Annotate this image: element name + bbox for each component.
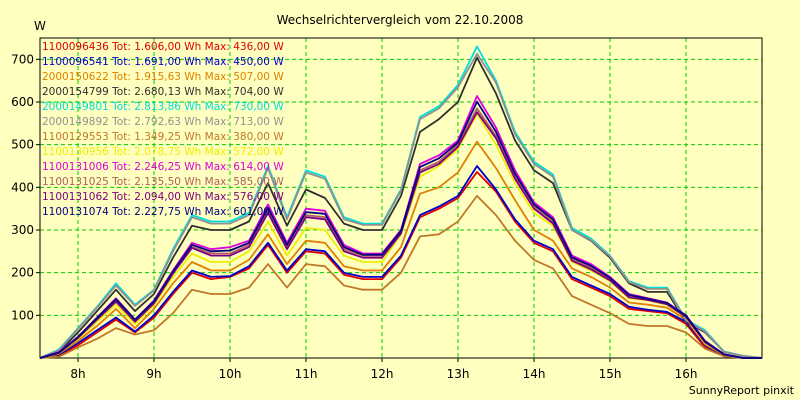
chart-title: Wechselrichtervergleich vom 22.10.2008 <box>277 13 524 27</box>
series-line-1100096436 <box>39 171 762 359</box>
legend-entry-1100096541: 1100096541 Tot: 1.691,00 Wh Max: 450,00 … <box>42 56 284 68</box>
legend-entry-1100131062: 1100131062 Tot: 2.094,00 Wh Max: 576,00 … <box>42 191 284 203</box>
y-tick-label: 300 <box>11 223 34 237</box>
legend-entry-1100130956: 1100130956 Tot: 2.078,75 Wh Max: 572,00 … <box>42 146 284 158</box>
x-tick-label: 16h <box>675 367 698 381</box>
y-axis-label: W <box>34 19 46 33</box>
legend-entry-2000150622: 2000150622 Tot: 1.915,63 Wh Max: 507,00 … <box>42 71 284 83</box>
x-tick-label: 13h <box>447 367 470 381</box>
legend-entry-1100131074: 1100131074 Tot: 2.227,75 Wh Max: 601,00 … <box>42 206 284 218</box>
series-lines <box>39 45 763 359</box>
footer-credit: SunnyReport pinxit <box>689 384 795 397</box>
series-line-2000150622 <box>39 140 762 359</box>
y-tick-label: 200 <box>11 266 34 280</box>
legend-entry-1100131006: 1100131006 Tot: 2.246,25 Wh Max: 614,00 … <box>42 161 284 173</box>
series-line-1100131074 <box>39 100 762 359</box>
x-tick-label: 12h <box>371 367 394 381</box>
series-line-2000154799 <box>39 56 763 359</box>
legend-entry-2000154799: 2000154799 Tot: 2.680,13 Wh Max: 704,00 … <box>42 86 284 98</box>
x-tick-label: 15h <box>599 367 622 381</box>
y-tick-label: 400 <box>11 180 34 194</box>
x-tick-label: 9h <box>146 367 161 381</box>
plot-area-frame <box>39 37 763 359</box>
series-line-1100131062 <box>39 111 762 359</box>
y-tick-label: 100 <box>11 308 34 322</box>
x-tick-label: 10h <box>219 367 242 381</box>
legend-entry-1100131025: 1100131025 Tot: 2.135,50 Wh Max: 585,00 … <box>42 176 284 188</box>
x-tick-label: 11h <box>295 367 318 381</box>
legend-entry-2000149801: 2000149801 Tot: 2.813,86 Wh Max: 730,00 … <box>42 101 284 113</box>
series-line-1100129553 <box>39 194 762 359</box>
series-line-1100096541 <box>39 165 762 359</box>
y-tick-label: 500 <box>11 138 34 152</box>
series-line-2000149892 <box>39 52 763 359</box>
legend: 1100096436 Tot: 1.606,00 Wh Max: 436,00 … <box>42 41 284 218</box>
x-tick-label: 14h <box>523 367 546 381</box>
x-tick-label: 8h <box>70 367 85 381</box>
x-axis-ticks: 8h 9h 10h 11h 12h 13h 14h 15h 16h <box>70 358 697 381</box>
legend-entry-1100096436: 1100096436 Tot: 1.606,00 Wh Max: 436,00 … <box>42 41 284 53</box>
legend-entry-2000149892: 2000149892 Tot: 2.792,63 Wh Max: 713,00 … <box>42 116 284 128</box>
y-tick-label: 600 <box>11 95 34 109</box>
y-axis-ticks: 100 200 300 400 500 600 700 <box>11 52 40 322</box>
legend-entry-1100129553: 1100129553 Tot: 1.349,25 Wh Max: 380,00 … <box>42 131 284 143</box>
y-tick-label: 700 <box>11 52 34 66</box>
